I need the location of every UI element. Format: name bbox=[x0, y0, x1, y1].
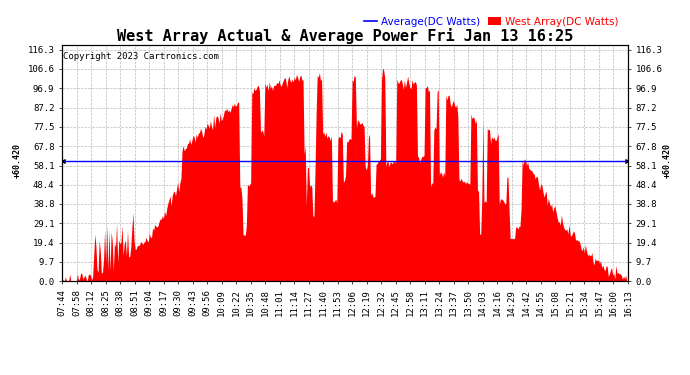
Title: West Array Actual & Average Power Fri Jan 13 16:25: West Array Actual & Average Power Fri Ja… bbox=[117, 28, 573, 44]
Legend: Average(DC Watts), West Array(DC Watts): Average(DC Watts), West Array(DC Watts) bbox=[360, 12, 622, 31]
Text: Copyright 2023 Cartronics.com: Copyright 2023 Cartronics.com bbox=[63, 52, 219, 61]
Text: +60.420: +60.420 bbox=[13, 143, 22, 178]
Text: +60.420: +60.420 bbox=[662, 143, 671, 178]
